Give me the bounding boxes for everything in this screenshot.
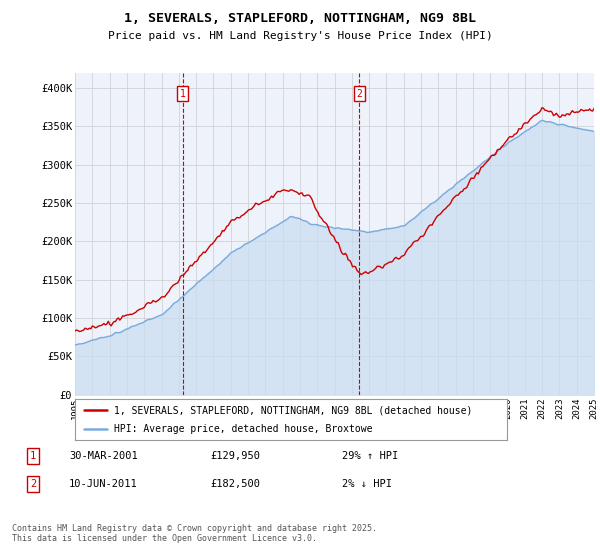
Text: HPI: Average price, detached house, Broxtowe: HPI: Average price, detached house, Brox… [114, 424, 373, 435]
Text: Contains HM Land Registry data © Crown copyright and database right 2025.
This d: Contains HM Land Registry data © Crown c… [12, 524, 377, 543]
Text: 2: 2 [356, 88, 362, 99]
Text: 2: 2 [30, 479, 36, 489]
Text: Price paid vs. HM Land Registry's House Price Index (HPI): Price paid vs. HM Land Registry's House … [107, 31, 493, 41]
Text: 2% ↓ HPI: 2% ↓ HPI [342, 479, 392, 489]
Text: 1, SEVERALS, STAPLEFORD, NOTTINGHAM, NG9 8BL (detached house): 1, SEVERALS, STAPLEFORD, NOTTINGHAM, NG9… [114, 405, 472, 415]
Text: £182,500: £182,500 [210, 479, 260, 489]
Text: 30-MAR-2001: 30-MAR-2001 [69, 451, 138, 461]
Text: 1, SEVERALS, STAPLEFORD, NOTTINGHAM, NG9 8BL: 1, SEVERALS, STAPLEFORD, NOTTINGHAM, NG9… [124, 12, 476, 25]
Text: 1: 1 [30, 451, 36, 461]
Text: £129,950: £129,950 [210, 451, 260, 461]
Text: 29% ↑ HPI: 29% ↑ HPI [342, 451, 398, 461]
Text: 1: 1 [180, 88, 186, 99]
Text: 10-JUN-2011: 10-JUN-2011 [69, 479, 138, 489]
